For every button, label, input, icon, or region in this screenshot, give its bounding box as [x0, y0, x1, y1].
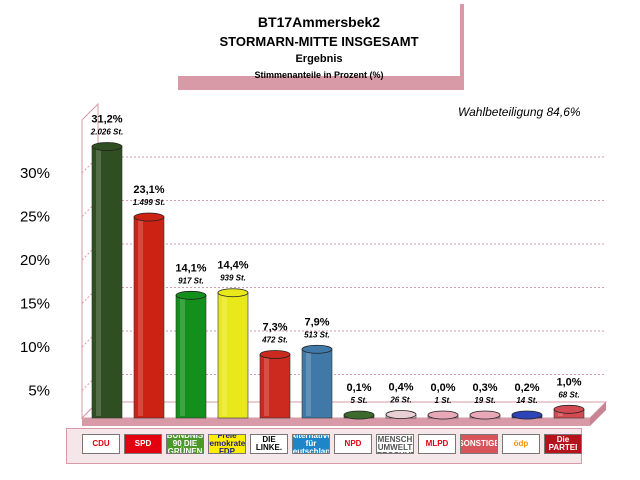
- bar: [133, 216, 165, 419]
- value-label: 0,0%: [430, 382, 455, 394]
- y-tick-label: 10%: [20, 339, 50, 356]
- vote-label: 14 St.: [516, 396, 537, 405]
- value-label: 14,1%: [175, 262, 206, 274]
- bar-cap: [385, 410, 417, 419]
- bar-highlight: [138, 219, 143, 416]
- party-logo: Alternative für Deutschland: [292, 434, 330, 454]
- value-label: 23,1%: [133, 184, 164, 196]
- bar-cap: [217, 288, 249, 298]
- value-label: 7,9%: [304, 316, 329, 328]
- party-logo: BÜNDNIS 90 DIE GRÜNEN: [166, 434, 204, 454]
- vote-label: 513 St.: [304, 330, 330, 339]
- vote-label: 26 St.: [389, 396, 411, 405]
- vote-label: 472 St.: [261, 335, 288, 344]
- floor-side: [590, 402, 606, 426]
- bar: [217, 292, 249, 419]
- bar-cap: [469, 410, 501, 420]
- vote-label: 2.026 St.: [90, 128, 123, 137]
- title-box: BT17Ammersbek2 STORMARN-MITTE INSGESAMT …: [178, 4, 464, 90]
- value-label: 1,0%: [556, 376, 581, 388]
- value-label: 0,1%: [346, 382, 371, 394]
- vote-label: 1 St.: [435, 396, 452, 405]
- y-unit-label: Stimmenanteile in Prozent (%): [254, 70, 384, 80]
- bar-highlight: [264, 356, 269, 416]
- bar-cap: [175, 290, 207, 300]
- bar-highlight: [558, 411, 563, 416]
- party-logo: Freie Demokraten FDP: [208, 434, 246, 454]
- y-tick-label: 15%: [20, 296, 50, 313]
- party-logo: CDU: [82, 434, 120, 454]
- bar: [301, 348, 333, 419]
- bar-cap: [553, 404, 585, 414]
- title-panel: [178, 4, 464, 76]
- vote-label: 1.499 St.: [133, 198, 165, 207]
- bar-cap: [343, 410, 375, 420]
- y-tick-label: 30%: [20, 165, 50, 182]
- y-tick-label: 20%: [20, 252, 50, 269]
- bar-highlight: [180, 297, 185, 416]
- bar-highlight: [96, 148, 101, 416]
- party-logo: SPD: [124, 434, 162, 454]
- value-label: 7,3%: [262, 321, 287, 333]
- bar-cap: [301, 344, 333, 354]
- bar-highlight: [222, 294, 227, 416]
- vote-label: 19 St.: [474, 396, 495, 405]
- party-logo: ödp: [502, 434, 540, 454]
- chart-title: BT17Ammersbek2: [257, 14, 381, 30]
- turnout-label: Wahlbeteiligung 84,6%: [458, 105, 581, 119]
- party-logo: NPD: [334, 434, 372, 454]
- party-logo: Die PARTEI: [544, 434, 582, 454]
- floor-front: [82, 418, 590, 426]
- title-shadow: [178, 76, 464, 90]
- party-logo: SONSTIGE: [460, 434, 498, 454]
- result-label: Ergebnis: [295, 53, 343, 65]
- bar-cap: [511, 410, 543, 420]
- value-label: 31,2%: [91, 114, 122, 126]
- party-logo: DIE LINKE.: [250, 434, 288, 454]
- bar-cap: [427, 410, 459, 420]
- value-label: 0,4%: [388, 382, 413, 394]
- vote-label: 5 St.: [351, 396, 368, 405]
- y-tick-label: 5%: [28, 383, 50, 400]
- bar-cap: [133, 212, 165, 222]
- party-logo: PARTEI MENSCH UMWELT TIERSCHUTZ: [376, 434, 414, 454]
- value-label: 0,3%: [472, 382, 497, 394]
- vote-label: 917 St.: [178, 276, 204, 285]
- vote-label: 939 St.: [220, 274, 246, 283]
- bar-cap: [259, 350, 291, 359]
- vote-label: 68 St.: [558, 390, 579, 399]
- bar-highlight: [306, 351, 311, 416]
- chart-subtitle: STORMARN-MITTE INSGESAMT: [219, 34, 419, 49]
- bar-cap: [91, 142, 123, 151]
- bar: [175, 295, 207, 419]
- bar: [259, 354, 291, 419]
- bar: [91, 146, 123, 419]
- y-tick-label: 25%: [20, 209, 50, 226]
- value-label: 0,2%: [514, 382, 539, 394]
- party-logo: MLPD: [418, 434, 456, 454]
- value-label: 14,4%: [217, 260, 248, 272]
